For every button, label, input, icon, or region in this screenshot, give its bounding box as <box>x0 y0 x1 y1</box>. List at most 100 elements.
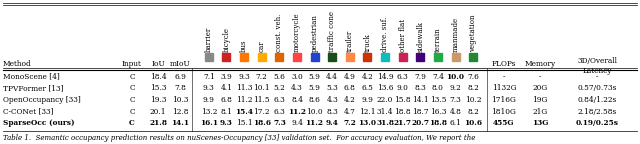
Text: 0.19/0.25s: 0.19/0.25s <box>575 119 618 127</box>
Text: 9.2: 9.2 <box>450 84 461 92</box>
Text: 9.9: 9.9 <box>362 96 373 104</box>
Text: 13.6: 13.6 <box>377 84 394 92</box>
Text: 5.9: 5.9 <box>308 73 321 81</box>
Text: 6.8: 6.8 <box>221 96 232 104</box>
Text: 4.4: 4.4 <box>326 73 338 81</box>
Text: 10.2: 10.2 <box>465 96 481 104</box>
Text: 7.1: 7.1 <box>203 73 215 81</box>
Text: vegetation: vegetation <box>469 15 477 52</box>
Text: 18.4: 18.4 <box>150 73 166 81</box>
Text: 18.6: 18.6 <box>253 119 271 127</box>
Bar <box>275 53 284 61</box>
Text: FLOPs: FLOPs <box>492 60 516 68</box>
Text: 9.9: 9.9 <box>203 96 215 104</box>
Text: 7.2: 7.2 <box>344 119 356 127</box>
Text: 7.9: 7.9 <box>414 73 426 81</box>
Text: 13.0: 13.0 <box>358 119 376 127</box>
Text: 4.3: 4.3 <box>326 96 338 104</box>
Text: 4.2: 4.2 <box>362 73 373 81</box>
Text: 13.2: 13.2 <box>200 108 217 116</box>
Text: 6.5: 6.5 <box>362 84 373 92</box>
Text: 18.7: 18.7 <box>412 108 429 116</box>
Bar <box>399 53 406 61</box>
Text: 31.4: 31.4 <box>377 108 394 116</box>
Text: car: car <box>258 40 266 52</box>
Text: trailer: trailer <box>346 30 354 52</box>
Text: -: - <box>596 73 598 81</box>
Text: 11.2: 11.2 <box>288 108 306 116</box>
Text: -: - <box>539 73 541 81</box>
Text: 10.6: 10.6 <box>464 119 482 127</box>
Text: 6.3: 6.3 <box>273 96 285 104</box>
Text: 4.2: 4.2 <box>344 96 356 104</box>
Text: OpenOccupancy [33]: OpenOccupancy [33] <box>3 96 81 104</box>
Text: 9.0: 9.0 <box>397 84 408 92</box>
Text: MonoScene [4]: MonoScene [4] <box>3 73 60 81</box>
Text: C: C <box>129 119 135 127</box>
Text: 6.1: 6.1 <box>450 119 461 127</box>
Text: 9.3: 9.3 <box>220 119 233 127</box>
Text: 7.2: 7.2 <box>256 73 268 81</box>
Text: 13.5: 13.5 <box>429 96 446 104</box>
Text: 12.1: 12.1 <box>359 108 376 116</box>
Text: Memory: Memory <box>524 60 556 68</box>
Text: 17.2: 17.2 <box>253 108 270 116</box>
Text: 5.6: 5.6 <box>273 73 285 81</box>
Bar <box>240 53 248 61</box>
Text: 4.9: 4.9 <box>344 73 356 81</box>
Text: 20.1: 20.1 <box>150 108 166 116</box>
Text: 16.3: 16.3 <box>429 108 446 116</box>
Text: 31.8: 31.8 <box>376 119 394 127</box>
Text: IoU: IoU <box>151 60 165 68</box>
Bar <box>434 53 442 61</box>
Text: 11.2: 11.2 <box>305 119 324 127</box>
Text: 10.1: 10.1 <box>253 84 270 92</box>
Text: 7.3: 7.3 <box>273 119 285 127</box>
Bar <box>346 53 354 61</box>
Text: 9.3: 9.3 <box>203 84 214 92</box>
Text: 3D/Overall
Latency: 3D/Overall Latency <box>577 57 617 75</box>
Text: -: - <box>503 73 505 81</box>
Text: 3.9: 3.9 <box>221 73 232 81</box>
Text: 18.8: 18.8 <box>394 108 411 116</box>
Text: C: C <box>129 108 135 116</box>
Text: 7.8: 7.8 <box>174 84 186 92</box>
Text: TPVFormer [13]: TPVFormer [13] <box>3 84 63 92</box>
Text: 9.4: 9.4 <box>326 119 339 127</box>
Text: 8.0: 8.0 <box>432 84 444 92</box>
Text: 10.0: 10.0 <box>307 108 323 116</box>
Text: C: C <box>129 73 135 81</box>
Text: pedestrian: pedestrian <box>310 14 319 52</box>
Bar <box>328 53 336 61</box>
Text: bus: bus <box>240 39 248 52</box>
Text: terrain: terrain <box>434 27 442 52</box>
Text: motorcycle: motorcycle <box>293 12 301 52</box>
Text: 7.4: 7.4 <box>432 73 444 81</box>
Text: 1716G: 1716G <box>492 96 516 104</box>
Text: 1810G: 1810G <box>492 108 516 116</box>
Text: other flat: other flat <box>399 19 406 52</box>
Text: 15.8: 15.8 <box>394 96 411 104</box>
Text: 4.7: 4.7 <box>344 108 356 116</box>
Text: 21.7: 21.7 <box>394 119 412 127</box>
Text: 8.2: 8.2 <box>467 108 479 116</box>
Bar <box>364 53 371 61</box>
Text: C: C <box>129 84 135 92</box>
Text: 11.5: 11.5 <box>253 96 270 104</box>
Text: 13G: 13G <box>532 119 548 127</box>
Text: 6.9: 6.9 <box>174 73 186 81</box>
Text: 5.9: 5.9 <box>308 84 321 92</box>
Text: sidewalk: sidewalk <box>416 21 424 52</box>
Text: 20.7: 20.7 <box>412 119 429 127</box>
Text: 14.1: 14.1 <box>171 119 189 127</box>
Text: Table 1.  Semantic occupancy prediction results on nuScenes-Occupancy [33] valid: Table 1. Semantic occupancy prediction r… <box>3 134 476 142</box>
Text: 4.3: 4.3 <box>291 84 303 92</box>
Text: 5.2: 5.2 <box>273 84 285 92</box>
Bar <box>205 53 213 61</box>
Text: 15.4: 15.4 <box>235 108 253 116</box>
Text: 1132G: 1132G <box>492 84 516 92</box>
Text: 8.6: 8.6 <box>308 96 321 104</box>
Text: 11.2: 11.2 <box>236 96 252 104</box>
Text: 14.1: 14.1 <box>412 96 429 104</box>
Text: SparseOcc (ours): SparseOcc (ours) <box>3 119 75 127</box>
